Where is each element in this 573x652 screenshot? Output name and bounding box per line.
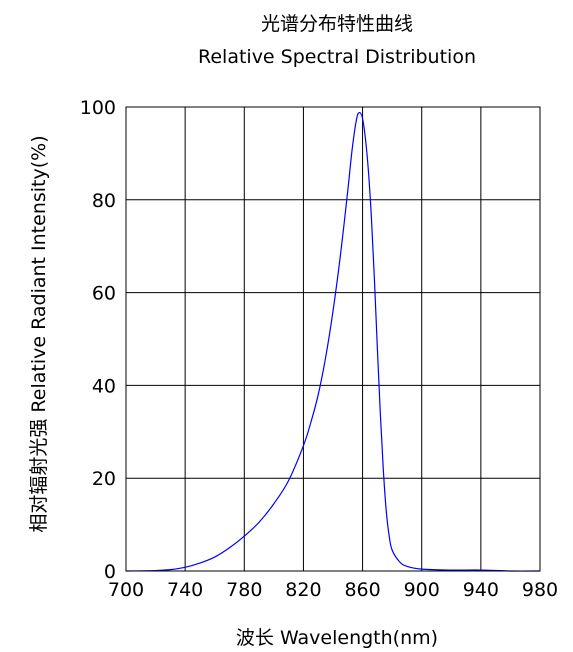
x-tick-label: 940: [463, 579, 499, 601]
x-tick-label: 740: [167, 579, 203, 601]
spectral-series-line: [125, 111, 541, 572]
x-tick-label: 700: [108, 579, 144, 601]
x-tick-label: 980: [522, 579, 558, 601]
tick-labels: 700 740 780 820 860 900 940 980 0 20 40 60 80 100: [80, 97, 558, 601]
y-tick-label: 20: [92, 468, 116, 490]
series-layer: [125, 111, 541, 572]
y-axis-label: 相对辐射光强 Relative Radiant Intensity(%): [28, 135, 50, 532]
y-tick-label: 60: [92, 283, 116, 305]
x-tick-label: 780: [226, 579, 262, 601]
y-tick-label: 40: [92, 375, 116, 397]
y-tick-label: 80: [92, 190, 116, 212]
chart-title: 光谱分布特性曲线: [261, 13, 413, 35]
y-tick-label: 100: [80, 97, 116, 119]
plot-frame: [125, 106, 541, 572]
y-tick-label: 0: [104, 561, 116, 583]
grid: [126, 107, 540, 571]
x-tick-label: 860: [344, 579, 380, 601]
x-tick-label: 820: [285, 579, 321, 601]
chart-subtitle: Relative Spectral Distribution: [198, 46, 476, 68]
x-axis-label: 波长 Wavelength(nm): [236, 627, 438, 649]
x-tick-label: 900: [404, 579, 440, 601]
